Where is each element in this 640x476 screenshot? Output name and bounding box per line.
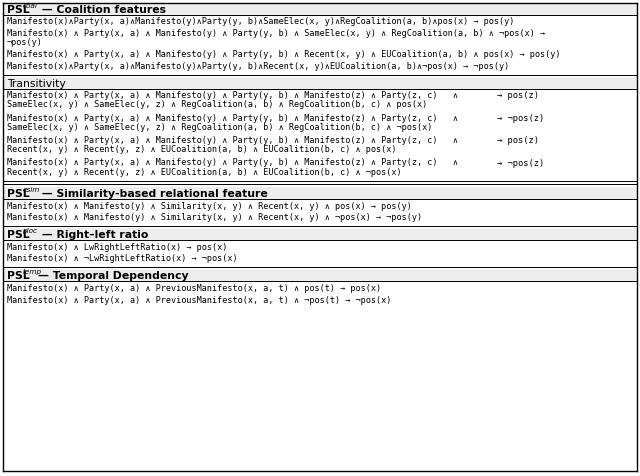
Text: → ¬pos(z): → ¬pos(z) bbox=[497, 114, 544, 123]
Text: Manifesto(x) ∧ Party(x, a) ∧ Manifesto(y) ∧ Party(y, b) ∧ Manifesto(z) ∧ Party(z: Manifesto(x) ∧ Party(x, a) ∧ Manifesto(y… bbox=[7, 159, 458, 168]
Text: Manifesto(x) ∧ Party(x, a) ∧ Manifesto(y) ∧ Party(y, b) ∧ Recent(x, y) ∧ EUCoali: Manifesto(x) ∧ Party(x, a) ∧ Manifesto(y… bbox=[7, 50, 561, 59]
Bar bbox=[3, 187, 637, 199]
Text: Manifesto(x) ∧ Party(x, a) ∧ Manifesto(y) ∧ Party(y, b) ∧ SameElec(x, y) ∧ RegCo: Manifesto(x) ∧ Party(x, a) ∧ Manifesto(y… bbox=[7, 29, 545, 38]
Text: Recent(x, y) ∧ Recent(y, z) ∧ EUCoalition(a, b) ∧ EUCoalition(b, c) ∧ pos(x): Recent(x, y) ∧ Recent(y, z) ∧ EUCoalitio… bbox=[7, 145, 397, 154]
Bar bbox=[3, 228, 637, 240]
Text: — Temporal Dependency: — Temporal Dependency bbox=[38, 271, 189, 281]
Text: temp: temp bbox=[22, 269, 42, 275]
Text: Manifesto(x) ∧ Manifesto(y) ∧ Similarity(x, y) ∧ Recent(x, y) ∧ pos(x) → pos(y): Manifesto(x) ∧ Manifesto(y) ∧ Similarity… bbox=[7, 202, 412, 210]
Text: Manifesto(x) ∧ Party(x, a) ∧ Manifesto(y) ∧ Party(y, b) ∧ Manifesto(z) ∧ Party(z: Manifesto(x) ∧ Party(x, a) ∧ Manifesto(y… bbox=[7, 91, 458, 100]
Text: — Coalition features: — Coalition features bbox=[38, 5, 166, 15]
Text: Manifesto(x)∧Party(x, a)∧Manifesto(y)∧Party(y, b)∧Recent(x, y)∧EUCoalition(a, b): Manifesto(x)∧Party(x, a)∧Manifesto(y)∧Pa… bbox=[7, 62, 509, 71]
Text: ¬pos(y): ¬pos(y) bbox=[7, 39, 43, 48]
Text: esim: esim bbox=[22, 187, 40, 193]
Text: SameElec(x, y) ∧ SameElec(y, z) ∧ RegCoalition(a, b) ∧ RegCoalition(b, c) ∧ pos(: SameElec(x, y) ∧ SameElec(y, z) ∧ RegCoa… bbox=[7, 100, 428, 109]
Text: Manifesto(x) ∧ Party(x, a) ∧ Manifesto(y) ∧ Party(y, b) ∧ Manifesto(z) ∧ Party(z: Manifesto(x) ∧ Party(x, a) ∧ Manifesto(y… bbox=[7, 114, 458, 123]
Text: → pos(z): → pos(z) bbox=[497, 136, 539, 145]
Bar bbox=[3, 77, 637, 89]
Text: PSL: PSL bbox=[7, 230, 29, 240]
Text: Manifesto(x)∧Party(x, a)∧Manifesto(y)∧Party(y, b)∧SameElec(x, y)∧RegCoalition(a,: Manifesto(x)∧Party(x, a)∧Manifesto(y)∧Pa… bbox=[7, 18, 515, 27]
Text: Manifesto(x) ∧ Party(x, a) ∧ PreviousManifesto(x, a, t) ∧ ¬pos(t) → ¬pos(x): Manifesto(x) ∧ Party(x, a) ∧ PreviousMan… bbox=[7, 296, 392, 305]
Text: PSL: PSL bbox=[7, 189, 29, 199]
Text: Manifesto(x) ∧ LwRightLeftRatio(x) → pos(x): Manifesto(x) ∧ LwRightLeftRatio(x) → pos… bbox=[7, 243, 227, 252]
Bar bbox=[3, 3, 637, 15]
Text: → pos(z): → pos(z) bbox=[497, 91, 539, 100]
Bar bbox=[3, 269, 637, 281]
Text: Manifesto(x) ∧ ¬LwRightLeftRatio(x) → ¬pos(x): Manifesto(x) ∧ ¬LwRightLeftRatio(x) → ¬p… bbox=[7, 255, 237, 263]
Text: Manifesto(x) ∧ Party(x, a) ∧ PreviousManifesto(x, a, t) ∧ pos(t) → pos(x): Manifesto(x) ∧ Party(x, a) ∧ PreviousMan… bbox=[7, 284, 381, 293]
Text: PSL: PSL bbox=[7, 271, 29, 281]
Text: — Similarity-based relational feature: — Similarity-based relational feature bbox=[38, 189, 268, 199]
Text: Manifesto(x) ∧ Party(x, a) ∧ Manifesto(y) ∧ Party(y, b) ∧ Manifesto(z) ∧ Party(z: Manifesto(x) ∧ Party(x, a) ∧ Manifesto(y… bbox=[7, 136, 458, 145]
Text: coal: coal bbox=[22, 2, 37, 9]
Text: ploc: ploc bbox=[22, 228, 38, 234]
Text: PSL: PSL bbox=[7, 5, 29, 15]
Text: Recent(x, y) ∧ Recent(y, z) ∧ EUCoalition(a, b) ∧ EUCoalition(b, c) ∧ ¬pos(x): Recent(x, y) ∧ Recent(y, z) ∧ EUCoalitio… bbox=[7, 168, 402, 177]
Text: Transitivity: Transitivity bbox=[7, 79, 66, 89]
Text: SameElec(x, y) ∧ SameElec(y, z) ∧ RegCoalition(a, b) ∧ RegCoalition(b, c) ∧ ¬pos: SameElec(x, y) ∧ SameElec(y, z) ∧ RegCoa… bbox=[7, 123, 433, 132]
Text: Manifesto(x) ∧ Manifesto(y) ∧ Similarity(x, y) ∧ Recent(x, y) ∧ ¬pos(x) → ¬pos(y: Manifesto(x) ∧ Manifesto(y) ∧ Similarity… bbox=[7, 213, 422, 222]
Text: — Right–left ratio: — Right–left ratio bbox=[38, 230, 148, 240]
Text: → ¬pos(z): → ¬pos(z) bbox=[497, 159, 544, 168]
